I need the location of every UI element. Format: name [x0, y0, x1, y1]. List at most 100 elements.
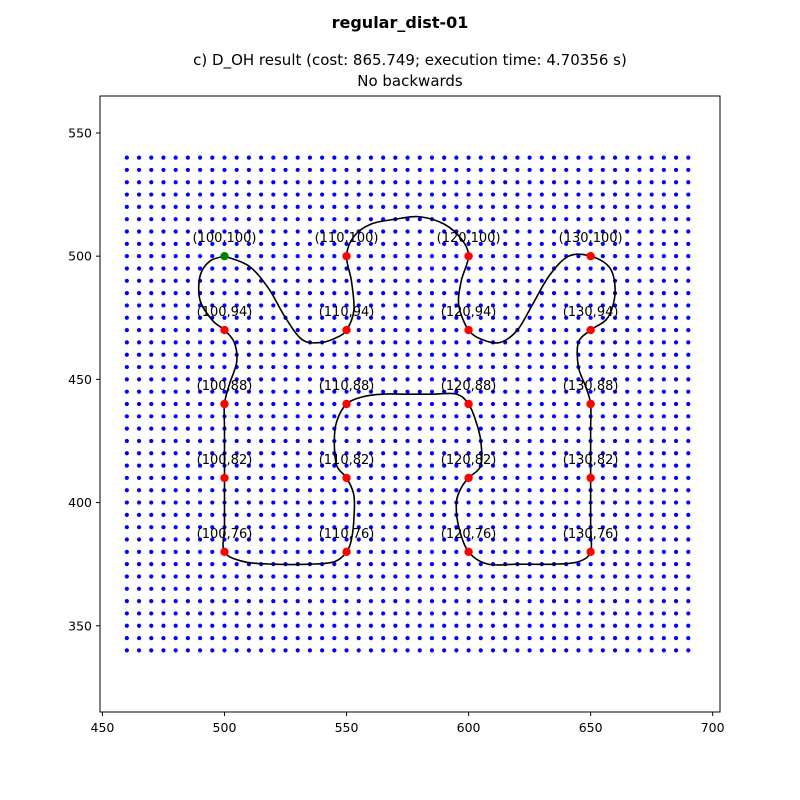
grid-point	[161, 254, 166, 259]
grid-point	[686, 278, 691, 283]
grid-point	[320, 401, 325, 407]
grid-point	[356, 438, 361, 444]
grid-point	[576, 266, 581, 271]
grid-point	[149, 352, 154, 357]
grid-point	[320, 500, 325, 505]
grid-point	[259, 315, 264, 320]
grid-point	[417, 623, 422, 628]
grid-point	[625, 389, 630, 394]
grid-point	[527, 167, 532, 173]
grid-point	[356, 426, 361, 431]
grid-point	[185, 401, 190, 407]
grid-point	[503, 229, 508, 234]
grid-point	[405, 315, 410, 320]
grid-point	[234, 512, 239, 517]
grid-point	[344, 303, 349, 308]
grid-point	[161, 291, 166, 296]
grid-point	[222, 241, 227, 246]
grid-point	[161, 327, 166, 333]
grid-point	[539, 254, 544, 259]
grid-point	[539, 266, 544, 271]
grid-point	[539, 192, 544, 197]
grid-point	[454, 192, 459, 197]
grid-point	[442, 241, 447, 246]
grid-point	[576, 611, 581, 616]
grid-point	[625, 635, 630, 641]
grid-point	[234, 278, 239, 283]
grid-point	[686, 623, 691, 628]
grid-point	[246, 254, 251, 259]
grid-point	[515, 635, 520, 641]
grid-point	[503, 475, 508, 481]
grid-point	[197, 340, 203, 345]
grid-point	[136, 599, 142, 604]
grid-point	[466, 586, 471, 591]
grid-point	[454, 611, 459, 616]
grid-point	[149, 611, 154, 616]
grid-point	[259, 241, 264, 246]
grid-point	[673, 291, 679, 296]
grid-point	[551, 364, 557, 370]
grid-point	[625, 340, 630, 345]
grid-point	[564, 167, 569, 173]
grid-point	[368, 377, 374, 382]
grid-point	[503, 648, 508, 653]
grid-point	[234, 229, 239, 234]
grid-point	[210, 229, 215, 234]
grid-point	[271, 315, 276, 320]
grid-point	[295, 389, 300, 394]
grid-point	[283, 463, 288, 468]
grid-point	[344, 451, 349, 456]
grid-point	[405, 204, 410, 209]
grid-point	[344, 512, 349, 517]
grid-point	[185, 291, 190, 296]
grid-point	[149, 180, 154, 185]
grid-point	[442, 254, 447, 259]
grid-point	[649, 364, 654, 370]
grid-point	[686, 352, 691, 357]
target-label: (100,94)	[197, 305, 253, 320]
grid-point	[405, 364, 410, 370]
grid-point	[185, 537, 190, 542]
grid-point	[649, 291, 654, 296]
grid-point	[185, 364, 190, 370]
grid-point	[393, 167, 398, 173]
grid-point	[197, 254, 203, 259]
grid-point	[454, 291, 459, 296]
grid-point	[149, 278, 154, 283]
grid-point	[600, 500, 605, 505]
grid-point	[405, 192, 410, 197]
grid-point	[417, 352, 422, 357]
grid-point	[429, 599, 435, 604]
grid-point	[381, 599, 386, 604]
grid-point	[405, 562, 410, 567]
grid-point	[442, 488, 447, 493]
grid-point	[612, 648, 618, 653]
grid-point	[625, 167, 630, 173]
grid-point	[368, 451, 374, 456]
grid-point	[661, 340, 666, 345]
grid-point	[246, 586, 251, 591]
grid-point	[246, 438, 251, 444]
grid-point	[283, 635, 288, 641]
target-labels: (100,100) (110,100) (120,100) (130,100)(100…	[193, 231, 623, 542]
grid-point	[625, 217, 630, 222]
grid-point	[185, 438, 190, 444]
grid-point	[478, 291, 483, 296]
target-label: (120,88)	[441, 379, 497, 394]
grid-point	[210, 377, 215, 382]
grid-point	[381, 438, 386, 444]
grid-point	[661, 303, 666, 308]
grid-point	[490, 635, 496, 641]
grid-point	[515, 315, 520, 320]
grid-point	[564, 438, 569, 444]
grid-point	[649, 327, 654, 333]
y-tick-label: 550	[68, 125, 92, 140]
grid-point	[503, 204, 508, 209]
grid-point	[259, 463, 264, 468]
grid-point	[259, 512, 264, 517]
grid-point	[564, 229, 569, 234]
grid-point	[381, 180, 386, 185]
grid-point	[197, 648, 203, 653]
grid-point	[368, 549, 374, 554]
